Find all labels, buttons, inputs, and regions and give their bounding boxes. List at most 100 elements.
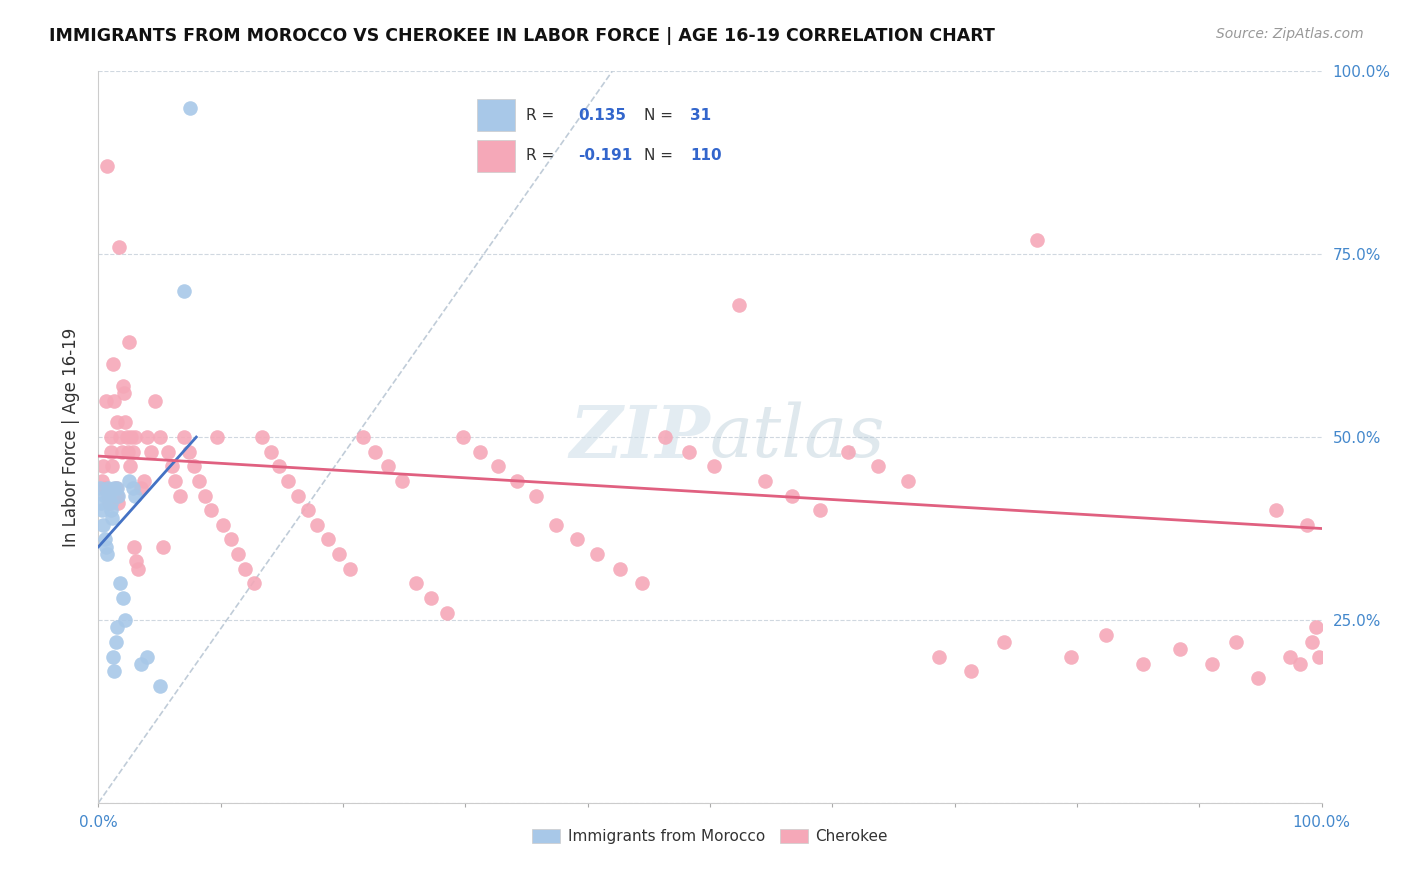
Point	[165, 474, 187, 488]
Point	[117, 444, 139, 458]
Point	[97, 489, 120, 503]
Point	[1265, 503, 1288, 517]
Point	[115, 430, 138, 444]
Point	[1095, 627, 1118, 641]
Point	[339, 562, 361, 576]
Point	[160, 459, 183, 474]
Point	[1225, 635, 1247, 649]
Point	[103, 481, 125, 495]
Point	[93, 489, 115, 503]
Point	[420, 591, 443, 605]
Point	[352, 430, 374, 444]
Point	[565, 533, 588, 547]
Point	[110, 430, 132, 444]
Point	[136, 649, 159, 664]
Point	[754, 474, 776, 488]
Point	[100, 503, 122, 517]
Text: Source: ZipAtlas.com: Source: ZipAtlas.com	[1216, 27, 1364, 41]
Point	[129, 657, 152, 671]
Point	[630, 576, 652, 591]
Point	[1060, 649, 1083, 664]
Point	[111, 591, 134, 605]
Point	[391, 474, 413, 488]
Point	[194, 489, 217, 503]
Point	[108, 240, 131, 254]
Point	[157, 444, 180, 458]
Point	[780, 489, 803, 503]
Point	[678, 444, 700, 458]
Point	[101, 510, 124, 524]
Point	[1132, 657, 1154, 671]
Point	[107, 496, 129, 510]
Point	[112, 386, 135, 401]
Point	[837, 444, 859, 458]
Point	[544, 517, 567, 532]
Point	[121, 481, 143, 495]
Point	[297, 503, 319, 517]
Point	[100, 430, 122, 444]
Point	[127, 562, 149, 576]
Point	[233, 562, 256, 576]
Point	[120, 459, 142, 474]
Y-axis label: In Labor Force | Age 16-19: In Labor Force | Age 16-19	[62, 327, 80, 547]
Point	[1296, 517, 1319, 532]
Point	[93, 481, 115, 495]
Point	[260, 444, 283, 458]
Point	[219, 533, 242, 547]
Point	[129, 481, 152, 495]
Point	[122, 540, 145, 554]
Point	[94, 393, 117, 408]
Point	[703, 459, 725, 474]
Point	[451, 430, 474, 444]
Text: IMMIGRANTS FROM MOROCCO VS CHEROKEE IN LABOR FORCE | AGE 16-19 CORRELATION CHART: IMMIGRANTS FROM MOROCCO VS CHEROKEE IN L…	[49, 27, 995, 45]
Point	[120, 430, 142, 444]
Point	[277, 474, 299, 488]
Point	[132, 474, 155, 488]
Point	[104, 635, 127, 649]
Point	[97, 481, 120, 495]
Point	[98, 496, 121, 510]
Point	[269, 459, 291, 474]
Point	[307, 517, 329, 532]
Point	[114, 416, 136, 430]
Point	[226, 547, 249, 561]
Point	[105, 489, 128, 503]
Point	[100, 496, 122, 510]
Point	[183, 459, 205, 474]
Point	[1247, 672, 1270, 686]
Point	[91, 517, 114, 532]
Point	[103, 664, 125, 678]
Point	[959, 664, 981, 678]
Point	[173, 430, 195, 444]
Point	[1305, 620, 1327, 634]
Point	[205, 430, 228, 444]
Point	[149, 430, 172, 444]
Point	[139, 444, 162, 458]
Point	[1301, 635, 1323, 649]
Point	[405, 576, 427, 591]
Point	[143, 393, 166, 408]
Point	[105, 416, 128, 430]
Point	[928, 649, 950, 664]
Point	[728, 298, 751, 312]
Point	[124, 489, 146, 503]
Point	[524, 489, 547, 503]
Point	[124, 430, 146, 444]
Point	[118, 334, 141, 349]
Point	[1201, 657, 1223, 671]
Point	[179, 101, 201, 115]
Point	[101, 459, 124, 474]
Point	[91, 474, 114, 488]
Point	[118, 474, 141, 488]
Point	[364, 444, 387, 458]
Point	[91, 459, 114, 474]
Point	[436, 606, 458, 620]
Point	[187, 474, 209, 488]
Point	[149, 679, 172, 693]
Point	[468, 444, 491, 458]
Point	[91, 503, 114, 517]
Point	[105, 481, 128, 495]
Point	[90, 496, 112, 510]
Point	[111, 444, 134, 458]
Point	[212, 517, 235, 532]
